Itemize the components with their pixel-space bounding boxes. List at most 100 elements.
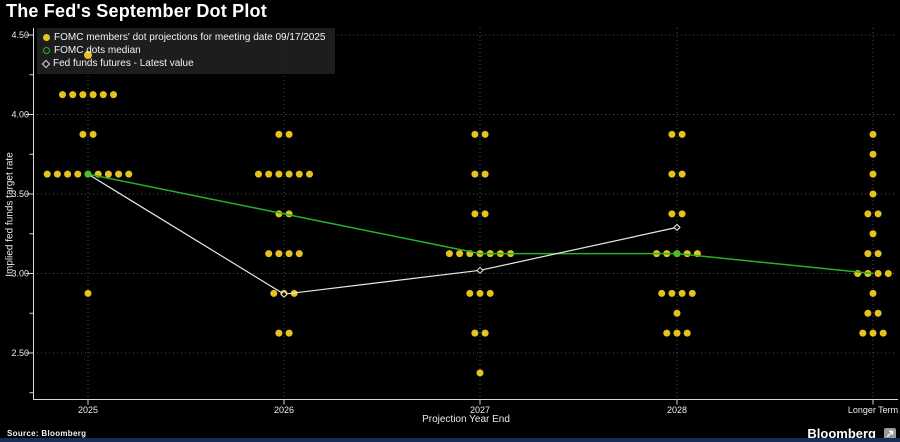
fomc-dot bbox=[445, 250, 453, 258]
median-line bbox=[87, 173, 874, 275]
fomc-dot bbox=[658, 289, 666, 297]
fomc-dot bbox=[869, 170, 877, 178]
fomc-dot bbox=[869, 150, 877, 158]
fomc-dot bbox=[466, 289, 474, 297]
fomc-dot bbox=[306, 170, 313, 178]
legend-item-label: FOMC dots median bbox=[54, 45, 141, 56]
fomc-dot bbox=[79, 91, 87, 99]
footer-accent-bar bbox=[0, 438, 900, 442]
fomc-dot bbox=[476, 369, 484, 377]
fomc-dot bbox=[874, 210, 882, 218]
fomc-dot bbox=[869, 289, 877, 297]
fomc-dot bbox=[874, 270, 882, 277]
futures-marker bbox=[673, 223, 681, 232]
fomc-dot bbox=[673, 309, 681, 317]
fomc-dot bbox=[879, 329, 887, 337]
fomc-dot bbox=[869, 130, 877, 138]
fomc-dot bbox=[295, 170, 303, 178]
fomc-dot bbox=[678, 170, 686, 178]
fomc-dot bbox=[104, 170, 112, 178]
fomc-dot bbox=[471, 210, 479, 218]
fomc-dot bbox=[275, 130, 283, 138]
fomc-dot bbox=[285, 329, 293, 337]
x-tick-label: 2028 bbox=[667, 405, 687, 415]
fomc-dot bbox=[275, 170, 283, 178]
fomc-dot bbox=[255, 170, 262, 178]
fomc-dot bbox=[285, 170, 293, 178]
fomc-dot bbox=[668, 210, 676, 218]
fomc-dot bbox=[64, 170, 72, 178]
fomc-dot bbox=[89, 91, 97, 99]
chart-legend: FOMC members' dot projections for meetin… bbox=[37, 28, 335, 74]
fomc-dot bbox=[89, 130, 97, 138]
fomc-dot bbox=[864, 210, 872, 218]
x-tick-label: Longer Term bbox=[848, 405, 898, 415]
fomc-dot bbox=[53, 170, 61, 178]
fomc-dot bbox=[481, 170, 489, 178]
fomc-dot bbox=[275, 329, 283, 337]
fomc-dot bbox=[74, 170, 82, 178]
fomc-dot bbox=[486, 289, 494, 297]
fomc-dot bbox=[69, 91, 77, 99]
fomc-dot bbox=[663, 329, 671, 337]
fomc-dot bbox=[869, 230, 877, 238]
fomc-dot bbox=[683, 329, 691, 337]
chart-title: The Fed's September Dot Plot bbox=[6, 1, 267, 21]
fomc-dot bbox=[84, 289, 92, 297]
fomc-dot bbox=[125, 170, 133, 178]
fomc-dot bbox=[79, 130, 87, 138]
fomc-dot bbox=[869, 190, 877, 198]
fomc-dot bbox=[678, 210, 686, 218]
fomc-dot bbox=[110, 91, 117, 99]
x-tick-label: 2025 bbox=[78, 405, 98, 415]
fomc-dot bbox=[481, 329, 489, 337]
y-axis-title: Implied fed funds target rate bbox=[4, 152, 16, 277]
y-tick-label: 3.50 bbox=[11, 189, 29, 199]
fomc-dot bbox=[43, 170, 51, 178]
fomc-dot bbox=[859, 329, 867, 337]
x-tick-label: 2026 bbox=[274, 405, 294, 415]
fomc-dot bbox=[59, 91, 66, 99]
futures-marker bbox=[476, 266, 484, 275]
fomc-dot bbox=[471, 130, 479, 138]
fomc-dot bbox=[476, 289, 484, 297]
median-dot bbox=[673, 250, 681, 258]
legend-item-futures: Fed funds futures - Latest value bbox=[41, 57, 328, 70]
fomc-dot bbox=[864, 309, 872, 317]
yellow-dot-icon bbox=[43, 34, 50, 41]
y-tick-label: 4.00 bbox=[11, 110, 29, 120]
fomc-dot bbox=[265, 170, 273, 178]
legend-item-fomc-dots: FOMC members' dot projections for meetin… bbox=[43, 31, 328, 44]
fomc-dot bbox=[678, 130, 686, 138]
x-axis-title: Projection Year End bbox=[422, 414, 510, 425]
fomc-dot bbox=[683, 250, 691, 258]
bloomberg-logo: Bloomberg bbox=[807, 426, 876, 441]
fomc-dot bbox=[295, 250, 303, 258]
fomc-dot bbox=[874, 250, 882, 258]
fomc-dot bbox=[456, 250, 464, 258]
bloomberg-terminal-icon bbox=[884, 428, 896, 440]
fomc-dot bbox=[864, 250, 872, 258]
median-dot bbox=[84, 170, 92, 178]
fomc-dot bbox=[668, 289, 676, 297]
x-tick-label: 2027 bbox=[470, 405, 490, 415]
fomc-dot bbox=[265, 250, 273, 258]
fomc-dot bbox=[99, 91, 107, 99]
fomc-dot bbox=[471, 170, 479, 178]
source-note: Source: Bloomberg bbox=[7, 429, 87, 438]
fomc-dot bbox=[869, 329, 877, 337]
legend-item-label: Fed funds futures - Latest value bbox=[53, 58, 194, 69]
fomc-dot bbox=[678, 289, 686, 297]
fomc-dot bbox=[688, 289, 696, 297]
fomc-dot bbox=[115, 170, 123, 178]
fomc-dot bbox=[285, 130, 293, 138]
fomc-dot bbox=[874, 309, 882, 317]
y-tick-label: 3.00 bbox=[11, 269, 29, 279]
fomc-dot bbox=[481, 210, 489, 218]
futures-line bbox=[87, 173, 678, 295]
fomc-dot bbox=[285, 250, 293, 258]
fomc-dot bbox=[884, 270, 892, 277]
fomc-dot bbox=[471, 329, 479, 337]
